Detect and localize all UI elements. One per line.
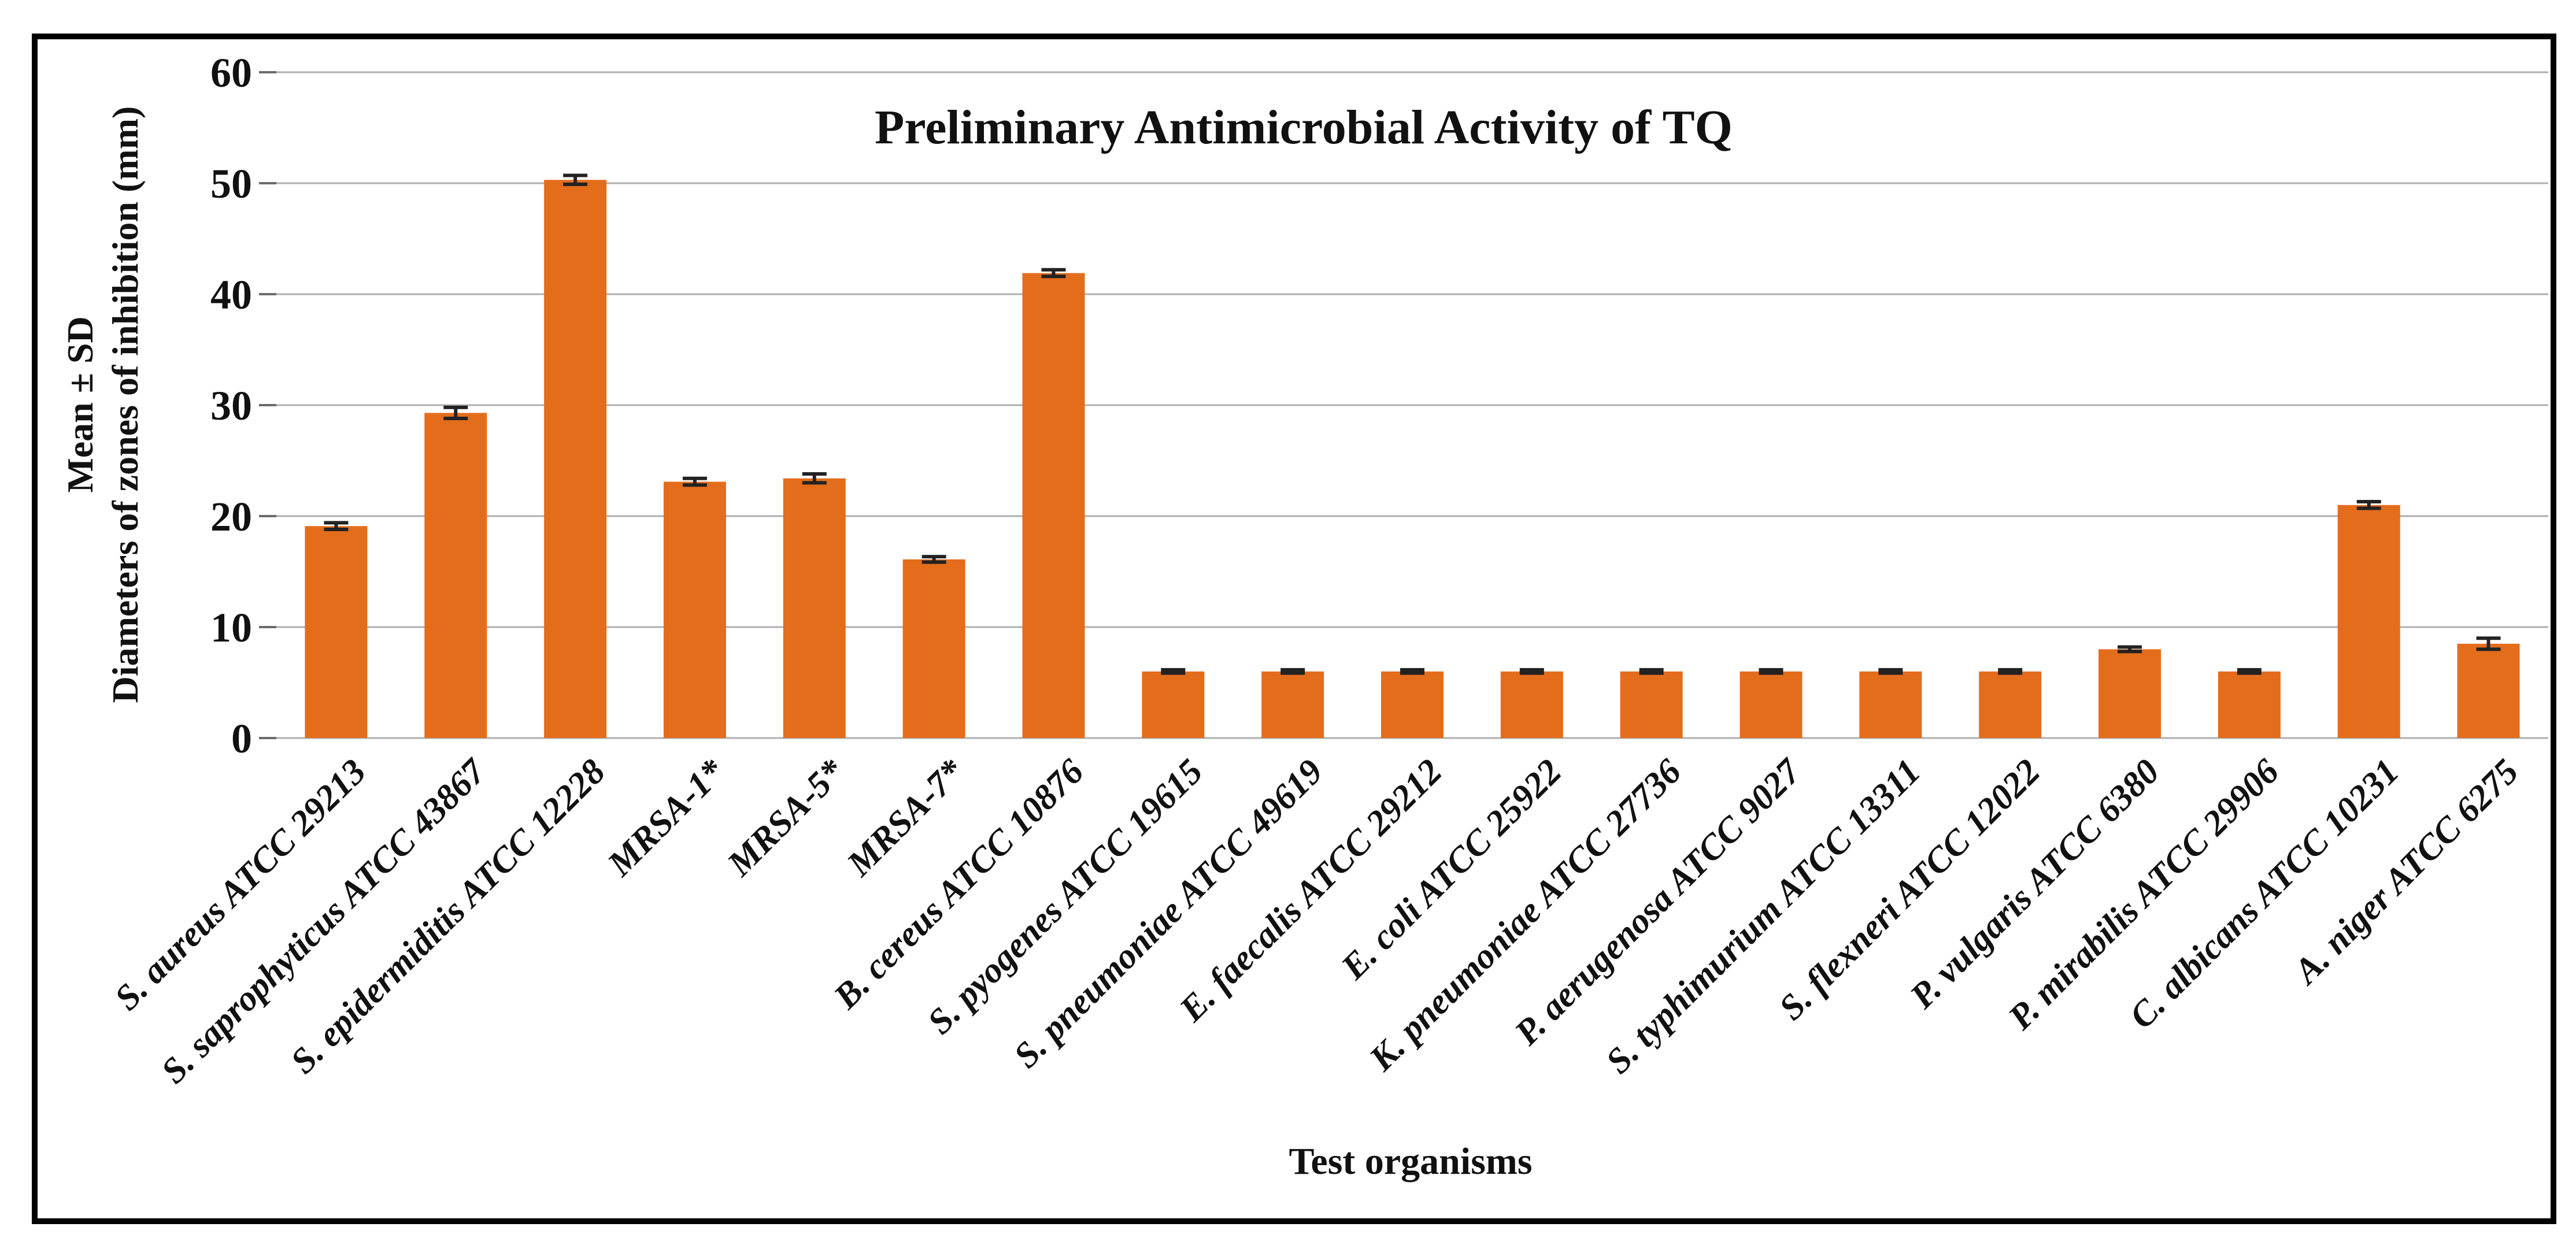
bar-17 [2218,671,2281,738]
bar-9 [1261,671,1324,738]
y-tick-label-40: 40 [210,272,252,318]
bar-6 [902,559,965,738]
bar-13 [1739,671,1803,738]
y-axis-title-line1: Mean ± SD [59,316,101,493]
bar-15 [1979,671,2042,738]
bar-18 [2337,505,2400,738]
bar-10 [1381,671,1444,738]
bar-14 [1859,671,1922,738]
bar-16 [2098,649,2162,738]
y-axis-title: Mean ± SD Diameters of zones of inhibiti… [58,106,148,703]
bar-3 [544,180,607,738]
bar-4 [663,481,726,738]
bar-2 [424,413,487,738]
y-tick-label-60: 60 [210,50,252,96]
bar-8 [1142,671,1205,738]
figure-frame [32,34,2556,1224]
y-tick-label-50: 50 [210,161,252,207]
y-tick-label-30: 30 [210,383,252,429]
x-axis-title: Test organisms [1289,1140,1533,1182]
bar-7 [1022,273,1085,738]
y-tick-label-10: 10 [210,605,252,651]
chart-title: Preliminary Antimicrobial Activity of TQ [875,101,1733,154]
y-tick-label-0: 0 [231,716,252,762]
bar-1 [305,526,368,738]
y-axis-title-line2: Diameters of zones of inhibition (mm) [105,106,146,703]
bar-19 [2457,643,2520,738]
bar-11 [1500,671,1563,738]
y-tick-label-20: 20 [210,494,252,540]
bar-12 [1620,671,1683,738]
bar-5 [783,478,846,738]
